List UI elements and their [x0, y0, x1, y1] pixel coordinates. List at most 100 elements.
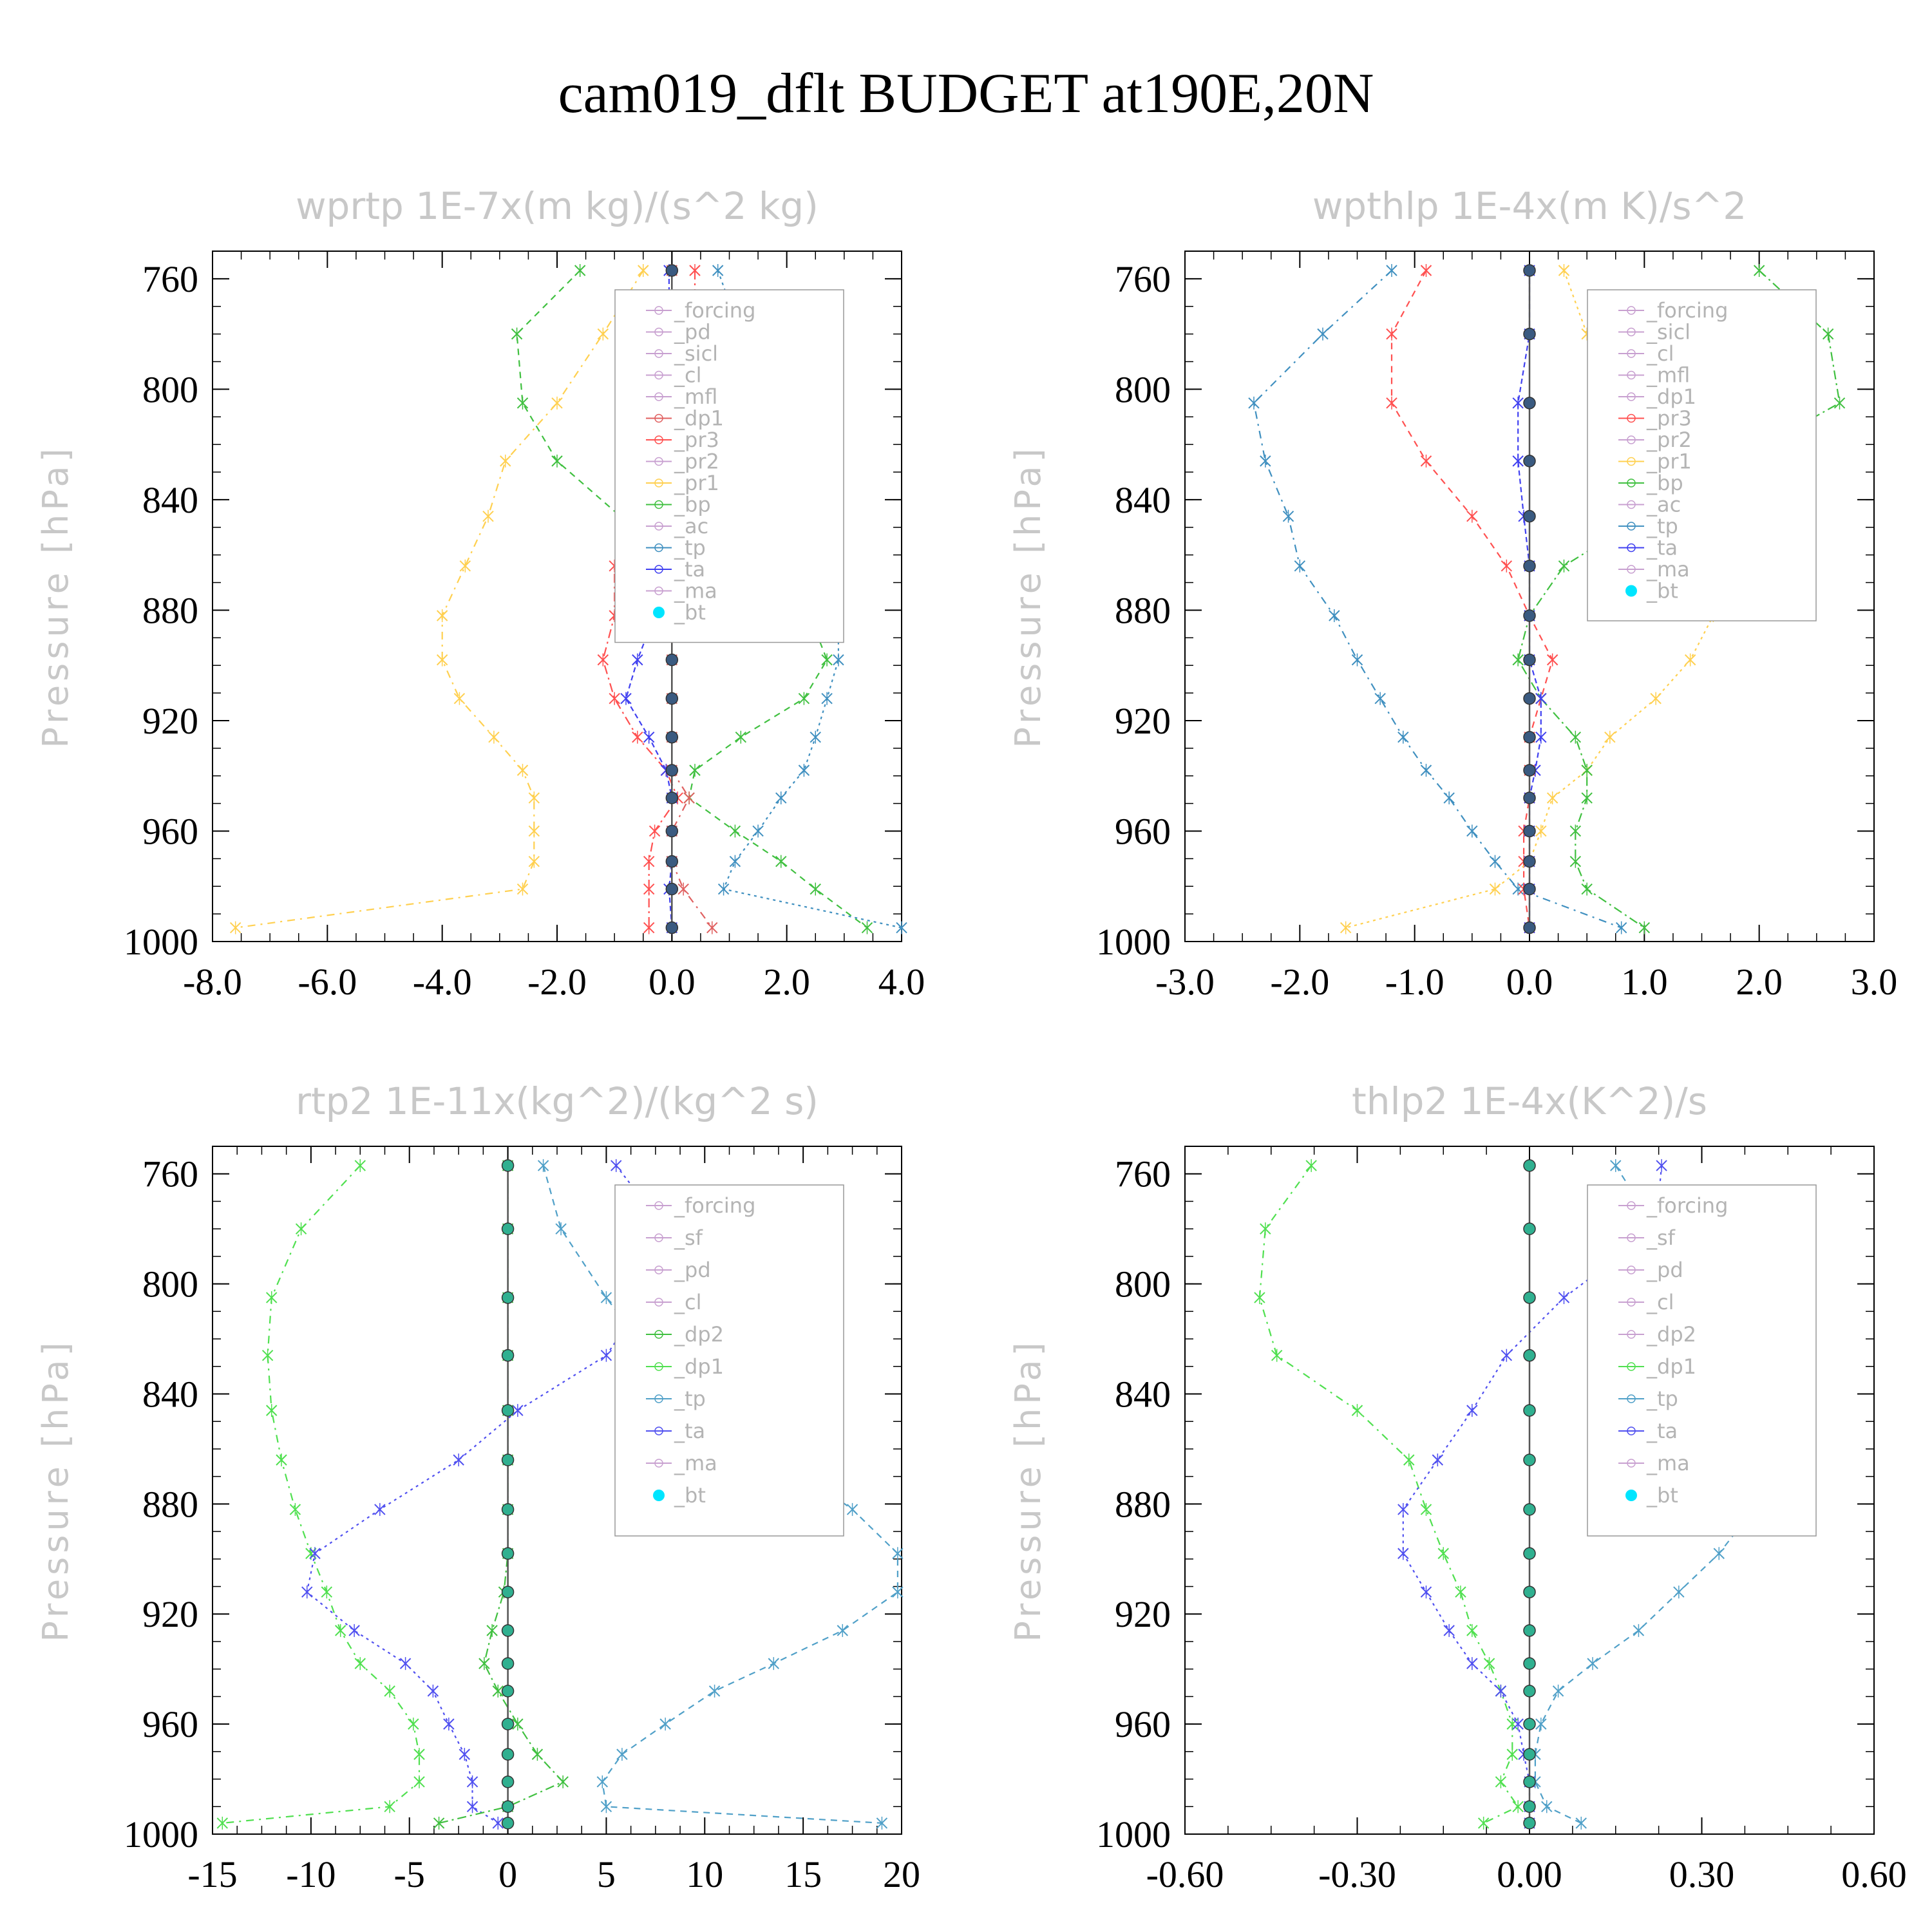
- series-point: [1535, 824, 1547, 838]
- series-point: [1420, 454, 1432, 468]
- series-point: [597, 653, 609, 667]
- series-point: [1512, 1718, 1524, 1731]
- series-point: [892, 1547, 904, 1560]
- series-point: [1523, 1586, 1536, 1598]
- legend-entry: _bt: [674, 600, 706, 625]
- series-point: [1397, 1502, 1409, 1516]
- series-point: [295, 1222, 307, 1236]
- series-point: [516, 396, 529, 410]
- x-tick-label: 4.0: [878, 961, 925, 1003]
- series-point: [1466, 509, 1478, 523]
- series-point: [609, 692, 620, 705]
- series-point: [1523, 1718, 1536, 1730]
- series-point: [1523, 1503, 1536, 1516]
- series-point: [1523, 455, 1536, 468]
- series-point: [384, 1684, 395, 1698]
- series-point: [1650, 692, 1662, 705]
- y-tick-label: 960: [142, 1703, 198, 1745]
- series-point: [620, 692, 632, 705]
- series-point: [596, 1775, 609, 1788]
- panel-title: thlp2 1E-4x(K^2)/s: [1352, 1079, 1707, 1123]
- series-point: [665, 855, 679, 868]
- series-point: [1260, 454, 1271, 468]
- main-title: cam019_dflt BUDGET at190E,20N: [558, 62, 1374, 125]
- series-point: [665, 764, 679, 777]
- legend-entry: _ma: [1646, 1451, 1690, 1475]
- series-point: [1523, 1624, 1536, 1637]
- legend-entry: _ta: [674, 557, 705, 582]
- series-point: [1656, 1159, 1667, 1172]
- legend-marker: [653, 1490, 665, 1501]
- series-point: [706, 921, 718, 934]
- series-point: [1558, 559, 1570, 573]
- series-point: [1523, 397, 1536, 410]
- series-point: [512, 1718, 524, 1731]
- series-point: [1604, 730, 1616, 744]
- series-point: [1386, 327, 1397, 341]
- series-point: [1340, 921, 1352, 934]
- series-point: [413, 1748, 425, 1761]
- series-point: [611, 1159, 622, 1172]
- y-axis-label: Pressure [hPa]: [1008, 444, 1048, 748]
- series-point: [665, 692, 679, 705]
- series-point: [735, 730, 747, 744]
- series-point: [1523, 764, 1536, 777]
- series-point: [632, 653, 643, 667]
- series-point: [1535, 730, 1547, 744]
- legend-entry: _forcing: [1646, 298, 1728, 323]
- legend-entry: _pr2: [674, 450, 719, 474]
- series-line: [1402, 1165, 1663, 1823]
- y-tick-label: 880: [142, 589, 198, 631]
- series-point: [354, 1159, 366, 1172]
- series-point: [492, 1684, 504, 1698]
- series-point: [1523, 609, 1536, 622]
- series-point: [1822, 327, 1834, 341]
- legend-entry: _bt: [1646, 1483, 1678, 1508]
- x-tick-label: -0.30: [1318, 1853, 1396, 1895]
- series-point: [616, 1748, 628, 1761]
- series-point: [1523, 692, 1536, 705]
- series-point: [459, 1748, 471, 1761]
- series-point: [643, 855, 655, 868]
- series-point: [665, 824, 679, 838]
- series-point: [261, 1349, 274, 1362]
- series-point: [1501, 1349, 1513, 1362]
- x-tick-label: -15: [187, 1853, 237, 1895]
- y-tick-label: 920: [1115, 700, 1171, 742]
- y-tick-label: 1000: [124, 1814, 198, 1855]
- series-point: [1305, 1159, 1317, 1172]
- series-line: [1345, 270, 1714, 929]
- series-point: [892, 1586, 904, 1599]
- series-point: [659, 1718, 671, 1731]
- legend-entry: _ma: [1646, 557, 1690, 582]
- series-point: [1569, 730, 1582, 744]
- series-point: [643, 921, 655, 934]
- series-point: [1587, 1657, 1598, 1671]
- series-point: [1523, 1776, 1536, 1788]
- x-tick-label: 3.0: [1851, 961, 1898, 1003]
- series-line: [439, 1165, 565, 1824]
- y-tick-label: 760: [1115, 258, 1171, 300]
- series-point: [501, 1718, 515, 1730]
- legend: _forcing_sicl_cl_mfl_dp1_pr3_pr2_pr1_bp_…: [1587, 289, 1817, 621]
- legend-box: [614, 289, 844, 643]
- series-point: [1248, 396, 1260, 410]
- legend-entry: _bt: [1646, 579, 1678, 603]
- series-point: [1282, 509, 1294, 523]
- x-tick-label: 15: [784, 1853, 822, 1895]
- series-point: [501, 1159, 515, 1172]
- x-tick-label: -10: [286, 1853, 336, 1895]
- legend-entry: _ma: [674, 1451, 717, 1475]
- series-point: [433, 1816, 445, 1830]
- series-point: [1495, 1775, 1507, 1788]
- y-tick-label: 920: [142, 1593, 198, 1635]
- series-point: [798, 692, 810, 705]
- x-tick-label: -1.0: [1385, 961, 1444, 1003]
- y-tick-label: 920: [1115, 1593, 1171, 1635]
- series-point: [348, 1624, 360, 1637]
- series-point: [1294, 559, 1306, 573]
- x-tick-label: 0: [498, 1853, 517, 1895]
- x-tick-label: -3.0: [1155, 961, 1215, 1003]
- series-point: [1317, 327, 1329, 341]
- series-point: [1523, 1454, 1536, 1466]
